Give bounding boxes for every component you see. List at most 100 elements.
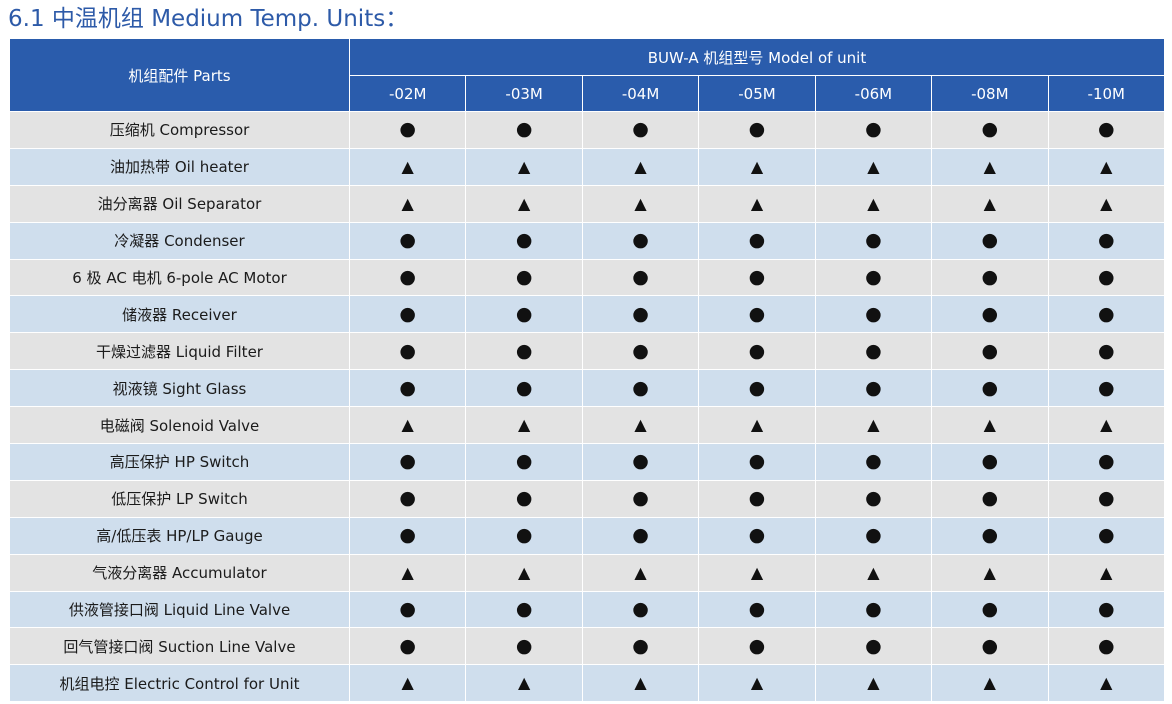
circle-icon: ● (865, 376, 882, 399)
circle-icon: ● (1097, 376, 1115, 399)
triangle-icon: ▲ (401, 415, 414, 435)
circle-icon: ● (748, 376, 766, 399)
model-header-cell: -06M (814, 75, 933, 112)
circle-icon: ● (981, 339, 999, 362)
part-name-cell: 高/低压表 HP/LP Gauge (9, 516, 350, 555)
circle-icon: ● (1097, 450, 1115, 473)
circle-icon: ● (748, 266, 766, 288)
mark-cell: ▲ (348, 406, 467, 445)
mark-cell: ● (814, 258, 933, 297)
circle-icon: ● (865, 634, 882, 657)
mark-cell: ▲ (348, 664, 467, 703)
triangle-icon: ▲ (634, 193, 647, 213)
circle-icon: ● (981, 634, 999, 657)
mark-cell: ▲ (1047, 184, 1166, 223)
circle-icon: ● (748, 339, 766, 362)
triangle-icon: ▲ (401, 193, 414, 213)
table-row: 油分离器 Oil Separator ▲ ▲ ▲ ▲ ▲ ▲ ▲ (9, 184, 1166, 223)
mark-cell: ▲ (931, 184, 1049, 223)
table-row: 供液管接口阀 Liquid Line Valve ● ● ● ● ● ● ● (9, 590, 1166, 629)
mark-cell: ● (698, 258, 816, 297)
mark-cell: ● (931, 295, 1049, 334)
circle-icon: ● (632, 487, 649, 510)
header-row-top: 机组配件 Parts BUW-A 机组型号 Model of unit (9, 38, 1165, 112)
circle-icon: ● (865, 266, 882, 288)
mark-cell: ▲ (1047, 406, 1166, 445)
circle-icon: ● (981, 376, 999, 399)
mark-cell: ▲ (581, 664, 700, 703)
table-row: 电磁阀 Solenoid Valve ▲ ▲ ▲ ▲ ▲ ▲ ▲ (9, 406, 1166, 445)
mark-cell: ● (814, 332, 933, 371)
model-header-cell: -02M (348, 75, 467, 112)
triangle-icon: ▲ (750, 562, 764, 582)
table-row: 冷凝器 Condenser ● ● ● ● ● ● ● (9, 221, 1166, 260)
circle-icon: ● (632, 450, 649, 473)
mark-cell: ▲ (581, 147, 700, 186)
mark-cell: ● (931, 516, 1049, 555)
circle-icon: ● (399, 524, 416, 547)
mark-cell: ▲ (581, 553, 700, 592)
mark-cell: ● (465, 221, 583, 260)
circle-icon: ● (632, 229, 649, 252)
mark-cell: ● (1047, 590, 1166, 629)
circle-icon: ● (748, 229, 766, 252)
part-name-cell: 压缩机 Compressor (9, 111, 350, 149)
circle-icon: ● (632, 634, 649, 657)
mark-cell: ▲ (348, 184, 467, 223)
mark-cell: ▲ (931, 406, 1049, 445)
triangle-icon: ▲ (750, 156, 764, 176)
circle-icon: ● (515, 450, 533, 473)
part-name-cell: 高压保护 HP Switch (9, 443, 350, 481)
mark-cell: ● (348, 443, 467, 481)
circle-icon: ● (981, 118, 999, 141)
part-name-cell: 干燥过滤器 Liquid Filter (9, 332, 350, 371)
mark-cell: ● (581, 369, 700, 408)
mark-cell: ▲ (814, 553, 933, 592)
circle-icon: ● (632, 339, 649, 362)
circle-icon: ● (981, 598, 999, 621)
mark-cell: ▲ (465, 147, 583, 186)
mark-cell: ● (931, 369, 1049, 408)
parts-table: 机组配件 Parts BUW-A 机组型号 Model of unit -02M… (9, 38, 1166, 703)
triangle-icon: ▲ (634, 156, 647, 176)
circle-icon: ● (981, 524, 999, 547)
triangle-icon: ▲ (867, 673, 880, 693)
mark-cell: ● (348, 516, 467, 555)
mark-cell: ● (1047, 258, 1166, 297)
mark-cell: ● (348, 111, 467, 149)
circle-icon: ● (981, 302, 999, 325)
mark-cell: ▲ (698, 184, 816, 223)
triangle-icon: ▲ (983, 673, 996, 693)
table-row: 低压保护 LP Switch ● ● ● ● ● ● ● (9, 479, 1166, 518)
mark-cell: ▲ (814, 664, 933, 703)
mark-cell: ● (698, 111, 816, 149)
table-row: 油加热带 Oil heater ▲ ▲ ▲ ▲ ▲ ▲ ▲ (9, 147, 1166, 186)
mark-cell: ● (348, 221, 467, 260)
mark-cell: ▲ (348, 147, 467, 186)
triangle-icon: ▲ (983, 193, 996, 213)
mark-cell: ● (1047, 295, 1166, 334)
circle-icon: ● (515, 118, 533, 141)
mark-cell: ● (581, 111, 700, 149)
triangle-icon: ▲ (867, 156, 880, 176)
mark-cell: ▲ (465, 184, 583, 223)
table-row: 高压保护 HP Switch ● ● ● ● ● ● ● (9, 443, 1166, 481)
triangle-icon: ▲ (1100, 562, 1113, 582)
triangle-icon: ▲ (750, 673, 764, 693)
mark-cell: ▲ (814, 147, 933, 186)
circle-icon: ● (865, 118, 882, 141)
mark-cell: ▲ (1047, 147, 1166, 186)
triangle-icon: ▲ (1100, 415, 1113, 435)
circle-icon: ● (865, 339, 882, 362)
circle-icon: ● (865, 524, 882, 547)
part-name-cell: 回气管接口阀 Suction Line Valve (9, 627, 350, 666)
triangle-icon: ▲ (401, 562, 414, 582)
circle-icon: ● (515, 302, 533, 325)
circle-icon: ● (399, 339, 416, 362)
part-name-cell: 供液管接口阀 Liquid Line Valve (9, 590, 350, 629)
part-name-cell: 电磁阀 Solenoid Valve (9, 406, 350, 445)
mark-cell: ● (814, 369, 933, 408)
mark-cell: ● (814, 627, 933, 666)
mark-cell: ● (581, 295, 700, 334)
mark-cell: ● (348, 332, 467, 371)
